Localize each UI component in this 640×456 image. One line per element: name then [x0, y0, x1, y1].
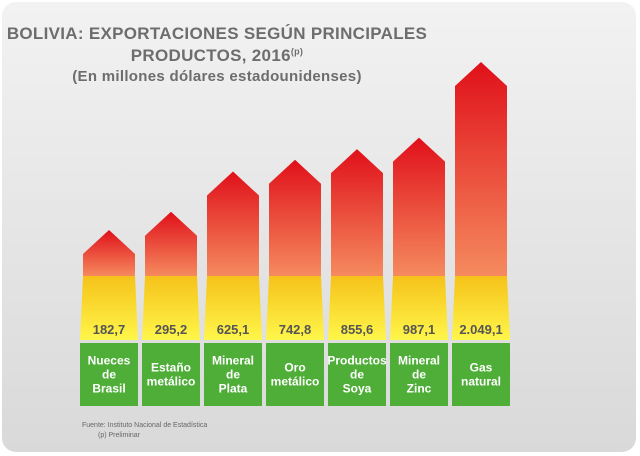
category-box-1 [142, 343, 200, 406]
category-label-6-1: natural [461, 375, 501, 389]
source-note: Fuente: Instituto Nacional de Estadístic… [82, 422, 208, 429]
category-label-0-0: Nueces [88, 354, 131, 368]
bar-5 [393, 137, 445, 276]
category-label-4-1: de [350, 368, 364, 382]
bar-4 [331, 149, 383, 276]
category-box-5 [390, 343, 448, 406]
category-label-4-0: Productos [327, 354, 387, 368]
chart-title-line2: PRODUCTOS, 2016(p) [2, 46, 432, 66]
category-label-0-1: de [102, 368, 116, 382]
preliminary-note: (p) Preliminar [98, 432, 141, 439]
category-label-1-0: Estaño [151, 361, 191, 375]
bar-band-0 [80, 276, 138, 340]
category-label-4-2: Soya [343, 382, 372, 396]
value-label-0: 182,7 [93, 322, 126, 337]
bar-band-6 [452, 276, 510, 340]
chart-subtitle: (En millones dólares estadounidenses) [72, 68, 362, 85]
chart-title-year: PRODUCTOS, 2016 [130, 46, 291, 65]
category-box-4 [328, 343, 386, 406]
chart-svg: 182,7NuecesdeBrasil295,2Estañometálico62… [80, 62, 510, 406]
bar-1 [145, 211, 197, 276]
value-label-5: 987,1 [403, 322, 436, 337]
bar-band-2 [204, 276, 262, 340]
category-label-2-1: de [226, 368, 240, 382]
bar-band-3 [266, 276, 324, 340]
category-label-2-2: Plata [219, 382, 248, 396]
bar-2 [207, 171, 259, 276]
bar-3 [269, 159, 321, 276]
bar-band-1 [142, 276, 200, 340]
category-box-3 [266, 343, 324, 406]
category-box-2 [204, 343, 262, 406]
value-label-3: 742,8 [279, 322, 312, 337]
category-label-6-0: Gas [470, 361, 493, 375]
value-label-1: 295,2 [155, 322, 188, 337]
category-label-2-0: Mineral [212, 354, 254, 368]
category-box-6 [452, 343, 510, 406]
bar-band-5 [390, 276, 448, 340]
category-box-0 [80, 343, 138, 406]
chart-frame: BOLIVIA: EXPORTACIONES SEGÚN PRINCIPALES… [2, 2, 636, 452]
value-label-4: 855,6 [341, 322, 374, 337]
preliminary-superscript: (p) [290, 46, 304, 57]
value-label-6: 2.049,1 [459, 322, 502, 337]
category-label-3-0: Oro [284, 361, 305, 375]
category-label-5-1: de [412, 368, 426, 382]
bar-6 [455, 62, 507, 276]
chart-title-line1: BOLIVIA: EXPORTACIONES SEGÚN PRINCIPALES [6, 24, 428, 43]
category-label-5-0: Mineral [398, 354, 440, 368]
category-label-5-2: Zinc [407, 382, 432, 396]
category-label-0-2: Brasil [92, 382, 125, 396]
category-label-3-1: metálico [271, 375, 320, 389]
bar-band-4 [328, 276, 386, 340]
value-label-2: 625,1 [217, 322, 250, 337]
bar-0 [83, 230, 135, 276]
category-label-1-1: metálico [147, 375, 196, 389]
